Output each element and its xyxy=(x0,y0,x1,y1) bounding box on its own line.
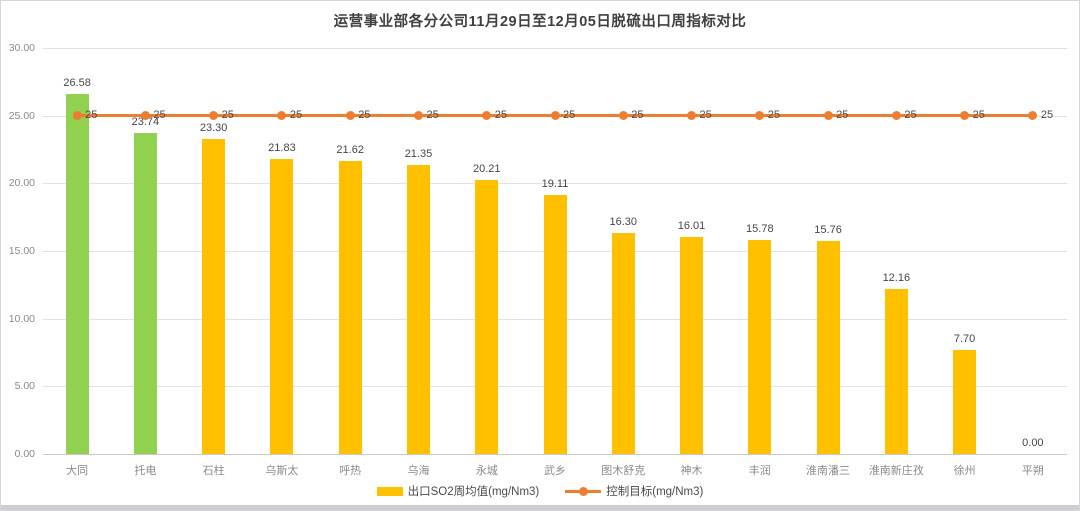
x-tick-label: 神木 xyxy=(680,465,703,477)
target-marker-icon xyxy=(755,111,765,121)
y-tick-label: 15.00 xyxy=(8,245,35,257)
target-marker-icon xyxy=(72,111,82,121)
line-series-swatch-icon xyxy=(565,486,602,496)
bottom-border-band xyxy=(1,505,1079,510)
target-value-label: 25 xyxy=(699,108,712,121)
y-tick-label: 30.00 xyxy=(8,42,35,54)
x-tick-label: 大同 xyxy=(66,465,89,477)
y-tick-label: 5.00 xyxy=(14,380,35,392)
bar-value-label: 21.35 xyxy=(404,148,433,161)
y-tick-label: 0.00 xyxy=(14,448,35,460)
target-value-label: 25 xyxy=(972,108,985,121)
bar-value-label: 23.30 xyxy=(199,121,228,134)
target-value-label: 25 xyxy=(85,108,98,121)
bar xyxy=(611,233,635,454)
bar-series-swatch-icon xyxy=(376,486,403,496)
bar-value-label: 15.76 xyxy=(814,223,842,236)
bar xyxy=(816,240,840,454)
target-marker-icon xyxy=(550,111,560,121)
target-value-label: 25 xyxy=(153,108,166,121)
bar-value-label: 21.62 xyxy=(336,144,364,157)
x-tick-label: 乌海 xyxy=(407,465,430,477)
x-tick-label: 徐州 xyxy=(953,465,976,477)
target-marker-icon xyxy=(960,111,970,121)
legend-item-bar-series: 出口SO2周均值(mg/Nm3) xyxy=(376,483,540,499)
x-tick-label: 永城 xyxy=(475,465,498,477)
x-tick-label: 图木舒克 xyxy=(601,465,646,477)
target-value-label: 25 xyxy=(767,108,781,121)
x-tick-label: 乌斯太 xyxy=(265,465,299,477)
legend-line-series-label: 控制目标(mg/Nm3) xyxy=(606,486,704,498)
bar xyxy=(884,289,908,454)
x-tick-label: 平朔 xyxy=(1021,465,1044,477)
bar xyxy=(543,195,567,454)
bar-value-label: 0.00 xyxy=(1022,437,1044,449)
x-tick-label: 武乡 xyxy=(543,465,566,477)
target-value-label: 25 xyxy=(904,108,917,121)
y-tick-label: 25.00 xyxy=(8,110,35,122)
legend-bar-series-label: 出口SO2周均值(mg/Nm3) xyxy=(407,486,540,498)
x-tick-label: 淮南新庄孜 xyxy=(868,465,924,477)
target-value-label: 25 xyxy=(1040,108,1054,121)
target-value-label: 25 xyxy=(563,108,576,121)
target-value-label: 25 xyxy=(358,108,371,121)
bar-value-label: 21.83 xyxy=(268,141,296,154)
target-value-label: 25 xyxy=(221,108,234,121)
bar-value-label: 12.16 xyxy=(882,272,911,285)
bar-value-label: 26.58 xyxy=(63,77,91,90)
target-marker-icon xyxy=(1028,111,1038,121)
grid-line xyxy=(43,454,1067,455)
bar xyxy=(680,237,704,454)
bar-value-label: 15.78 xyxy=(746,223,774,236)
target-value-label: 25 xyxy=(426,108,439,121)
target-marker-icon xyxy=(345,111,355,121)
bar-value-label: 23.74 xyxy=(131,115,160,128)
legend-item-line-series: 控制目标(mg/Nm3) xyxy=(565,483,703,499)
x-tick-label: 托电 xyxy=(134,465,157,477)
target-marker-icon xyxy=(891,111,901,121)
target-value-label: 25 xyxy=(836,108,849,121)
target-value-label: 25 xyxy=(631,108,644,121)
target-marker-icon xyxy=(687,111,697,121)
target-marker-icon xyxy=(277,111,287,121)
bar xyxy=(270,158,294,454)
target-marker-icon xyxy=(413,111,423,121)
x-tick-label: 石柱 xyxy=(202,465,225,477)
target-value-label: 25 xyxy=(289,108,303,121)
target-marker-icon xyxy=(482,111,492,121)
bar xyxy=(202,138,226,454)
bar-value-label: 7.70 xyxy=(953,332,976,345)
target-marker-icon xyxy=(209,111,219,121)
target-value-label: 25 xyxy=(494,108,507,121)
y-tick-label: 10.00 xyxy=(8,313,35,325)
bar xyxy=(953,349,977,454)
target-marker-icon xyxy=(618,111,628,121)
x-tick-label: 呼热 xyxy=(339,465,362,477)
bar xyxy=(475,180,499,454)
bar xyxy=(65,94,89,454)
target-marker-icon xyxy=(140,111,150,121)
bar xyxy=(748,240,772,454)
y-tick-label: 20.00 xyxy=(8,177,35,189)
chart-legend: 出口SO2周均值(mg/Nm3) 控制目标(mg/Nm3) xyxy=(1,483,1079,499)
bar-value-label: 20.21 xyxy=(472,163,501,176)
target-marker-icon xyxy=(823,111,833,121)
bar xyxy=(406,165,430,454)
bar xyxy=(133,132,157,454)
x-tick-label: 淮南潘三 xyxy=(806,465,851,477)
bar-value-label: 16.01 xyxy=(677,220,706,233)
bar xyxy=(338,161,362,454)
grid-line xyxy=(43,48,1067,49)
x-tick-label: 丰润 xyxy=(748,465,771,477)
bar-value-label: 19.11 xyxy=(541,178,569,191)
chart-title: 运营事业部各分公司11月29日至12月05日脱硫出口周指标对比 xyxy=(333,14,747,30)
bar-value-label: 16.30 xyxy=(609,216,638,229)
grid-line xyxy=(43,183,1067,184)
